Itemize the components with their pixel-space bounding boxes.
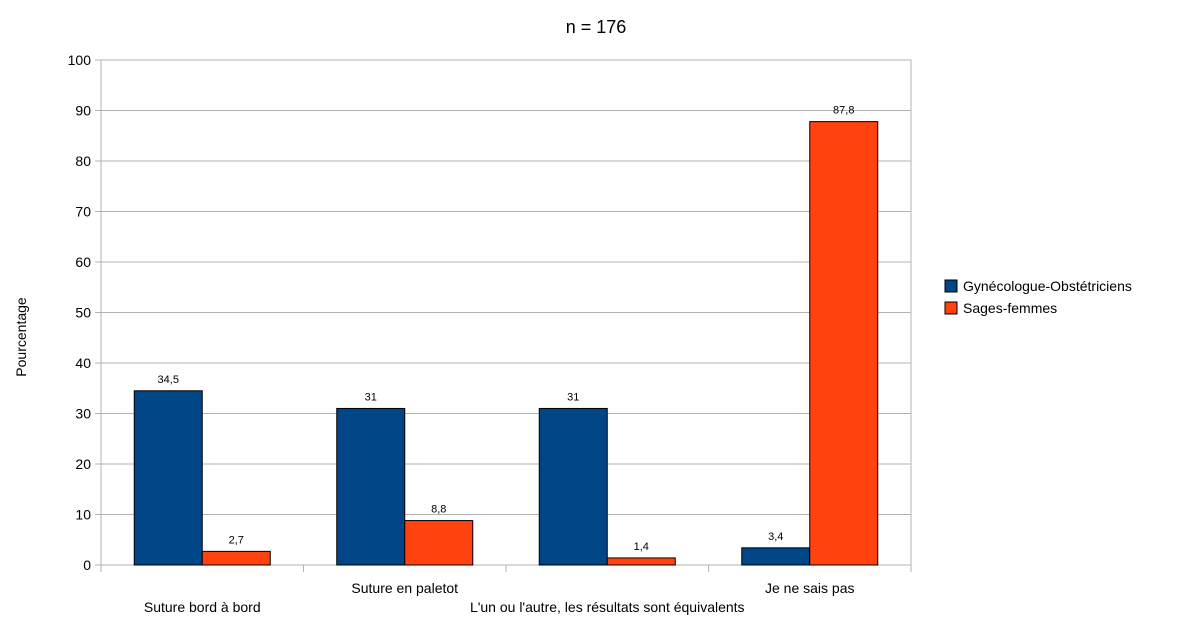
y-tick-label: 30 [75, 406, 91, 422]
bar-value-label: 87,8 [833, 105, 854, 117]
legend-label: Sages-femmes [963, 300, 1057, 316]
legend-swatch [944, 279, 958, 293]
y-tick-label: 20 [75, 456, 91, 472]
legend-swatch [944, 301, 958, 315]
y-tick-label: 10 [75, 507, 91, 523]
bar-value-label: 31 [365, 391, 377, 403]
bar-value-label: 8,8 [431, 504, 446, 516]
bar [404, 520, 474, 566]
bar-value-label: 3,4 [768, 531, 783, 543]
y-tick-label: 100 [68, 52, 92, 68]
y-tick-label: 90 [75, 103, 91, 119]
bar-value-label: 2,7 [229, 534, 244, 546]
bar-value-label: 1,4 [634, 541, 649, 553]
x-category-label: Je ne sais pas [765, 580, 855, 596]
bar [809, 121, 879, 566]
y-tick-label: 80 [75, 153, 91, 169]
chart-title: n = 176 [566, 17, 627, 37]
bar [133, 390, 203, 566]
y-tick-label: 60 [75, 254, 91, 270]
bar-value-label: 31 [567, 391, 579, 403]
legend-label: Gynécologue-Obstétriciens [963, 278, 1132, 294]
y-tick-label: 40 [75, 355, 91, 371]
y-axis-label: Pourcentage [13, 297, 29, 377]
bar [606, 557, 676, 566]
plot-area: 0 10 20 30 40 50 60 70 80 90 100 34,5 31 31 3,4 2,7 8,8 1… [68, 52, 912, 615]
bar-value-label: 34,5 [158, 374, 179, 386]
legend: Gynécologue-Obstétriciens Sages-femmes [944, 278, 1132, 316]
bar [538, 407, 608, 566]
bar [201, 550, 271, 566]
bar [336, 407, 406, 566]
y-tick-label: 70 [75, 204, 91, 220]
x-category-label: Suture en paletot [351, 580, 458, 596]
y-tick-label: 0 [83, 557, 91, 573]
y-tick-label: 50 [75, 305, 91, 321]
x-category-label: Suture bord à bord [144, 599, 261, 615]
x-category-label: L'un ou l'autre, les résultats sont équi… [470, 599, 745, 615]
bar [741, 547, 811, 566]
